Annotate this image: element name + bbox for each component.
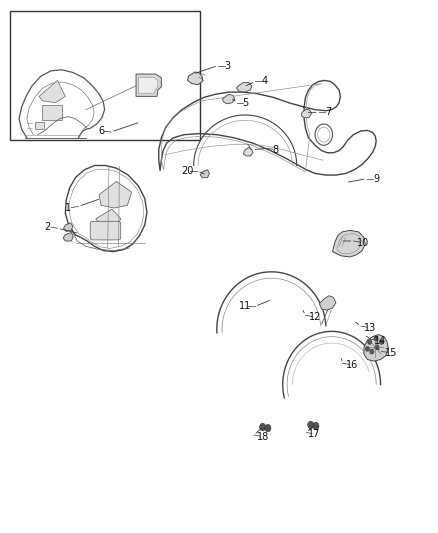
- Bar: [42, 106, 62, 120]
- Polygon shape: [301, 109, 311, 118]
- Text: 13: 13: [364, 322, 376, 333]
- Polygon shape: [200, 169, 209, 177]
- Text: 5: 5: [242, 98, 248, 108]
- Circle shape: [260, 423, 266, 431]
- Text: 17: 17: [308, 429, 320, 439]
- Polygon shape: [332, 230, 365, 257]
- Text: 9: 9: [373, 174, 379, 184]
- Text: 16: 16: [346, 360, 358, 370]
- Text: 20: 20: [181, 166, 194, 176]
- Text: 3: 3: [225, 61, 231, 70]
- Polygon shape: [96, 209, 121, 230]
- Polygon shape: [99, 181, 132, 208]
- Text: 11: 11: [239, 301, 251, 311]
- Polygon shape: [136, 74, 161, 96]
- Text: 10: 10: [357, 238, 369, 247]
- Polygon shape: [364, 335, 389, 361]
- Text: 8: 8: [273, 144, 279, 155]
- Polygon shape: [63, 232, 73, 241]
- Circle shape: [380, 340, 383, 344]
- FancyBboxPatch shape: [90, 221, 121, 240]
- Polygon shape: [244, 148, 253, 156]
- Polygon shape: [64, 223, 73, 231]
- Circle shape: [370, 350, 374, 354]
- Circle shape: [313, 422, 319, 430]
- Text: 18: 18: [257, 432, 269, 442]
- Polygon shape: [319, 296, 336, 310]
- Polygon shape: [223, 94, 235, 104]
- Text: 15: 15: [385, 348, 398, 358]
- Polygon shape: [39, 80, 65, 103]
- Polygon shape: [139, 77, 158, 93]
- Polygon shape: [187, 72, 202, 85]
- Text: 14: 14: [374, 336, 387, 346]
- Bar: [35, 122, 44, 130]
- Text: 4: 4: [262, 77, 268, 86]
- Circle shape: [368, 340, 371, 344]
- Circle shape: [374, 336, 378, 341]
- Text: 6: 6: [98, 126, 104, 136]
- Circle shape: [265, 424, 271, 432]
- Text: 12: 12: [309, 312, 321, 322]
- Text: 7: 7: [325, 107, 331, 117]
- Polygon shape: [237, 83, 252, 92]
- Text: 1: 1: [65, 203, 71, 213]
- Bar: [11, 11, 200, 140]
- Circle shape: [366, 347, 369, 351]
- Circle shape: [375, 345, 379, 350]
- Circle shape: [307, 421, 314, 429]
- Text: 2: 2: [45, 222, 51, 232]
